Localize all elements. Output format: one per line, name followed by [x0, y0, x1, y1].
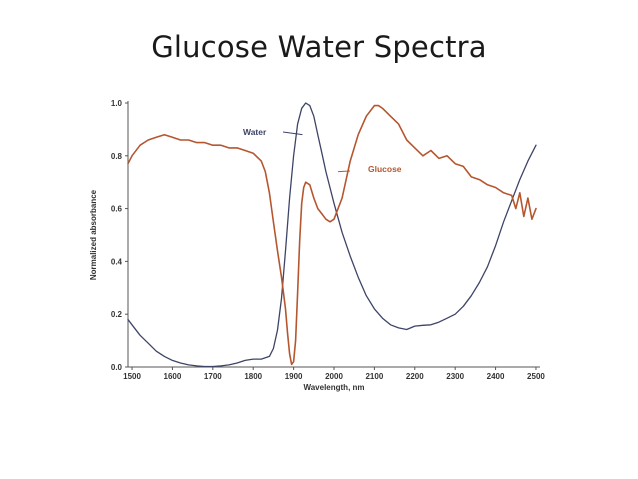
axes-layer: 1500 1600 1700 1800 1900 2000 2100 2200 2300 2400…: [89, 99, 545, 392]
y-tick-label: 0.8: [111, 152, 123, 161]
x-tick-label: 1700: [204, 372, 222, 381]
x-tick-label: 2400: [487, 372, 505, 381]
x-tick-label: 2500: [527, 372, 545, 381]
series-line-glucose: [127, 104, 537, 366]
x-tick-label: 1500: [123, 372, 141, 381]
y-tick-label: 1.0: [111, 99, 123, 108]
annotation-label-water: Water: [243, 127, 267, 137]
annotation-label-glucose: Glucose: [368, 164, 402, 174]
y-axis-title: Normalized absorbance: [89, 189, 98, 280]
y-tick-label: 0.4: [111, 257, 123, 266]
x-tick-label: 2300: [446, 372, 464, 381]
annotation-leader-glucose: [338, 170, 351, 173]
x-tick-label: 2200: [406, 372, 424, 381]
y-tick-label: 0.0: [111, 363, 123, 372]
annotation-leader-water: [282, 131, 303, 136]
x-tick-label: 1600: [164, 372, 182, 381]
series-layer: [127, 102, 537, 368]
y-tick-label: 0.2: [111, 310, 123, 319]
y-tick-label: 0.6: [111, 205, 123, 214]
x-tick-label: 2000: [325, 372, 343, 381]
x-tick-label: 1800: [244, 372, 262, 381]
series-line-water: [127, 102, 537, 368]
x-axis-title: Wavelength, nm: [303, 383, 364, 392]
x-tick-label: 2100: [365, 372, 383, 381]
x-tick-label: 1900: [285, 372, 303, 381]
slide-title: Glucose Water Spectra: [151, 30, 487, 64]
annotation-layer: Water Glucose: [243, 127, 402, 174]
